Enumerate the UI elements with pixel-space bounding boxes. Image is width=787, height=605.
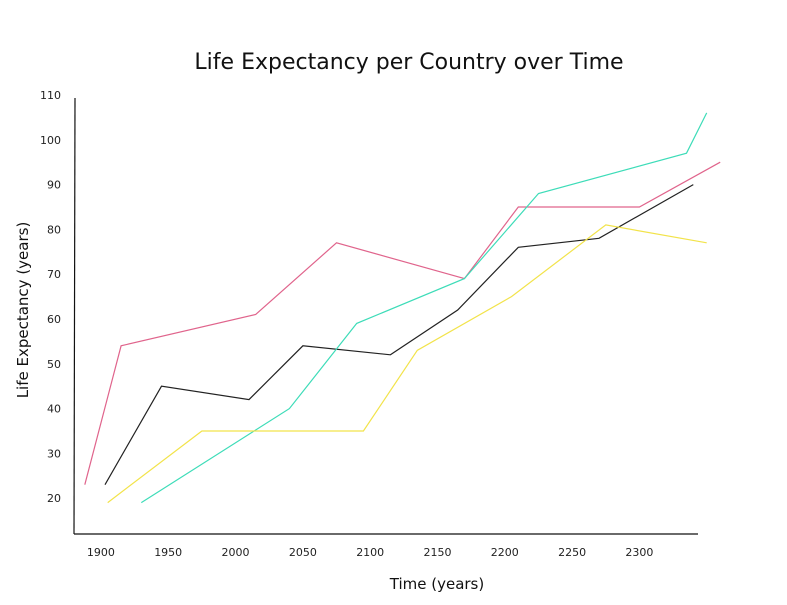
- y-tick-label: 90: [47, 179, 61, 192]
- x-tick-label: 2250: [558, 546, 586, 559]
- x-tick-labels: 1900 1950 2000 2050 2100 2150 2200 2250 2300: [87, 546, 654, 559]
- x-tick-label: 2150: [424, 546, 452, 559]
- y-tick-label: 50: [47, 358, 61, 371]
- x-axis-title: Time (years): [389, 575, 484, 593]
- x-tick-label: 1900: [87, 546, 115, 559]
- series-lines: [84, 112, 721, 504]
- x-tick-label: 2000: [222, 546, 250, 559]
- y-tick-labels: 20 30 40 50 60 70 80 90 100 110: [40, 89, 61, 505]
- series-line-3: [140, 112, 708, 504]
- y-tick-label: 80: [47, 223, 61, 236]
- y-tick-label: 20: [47, 492, 61, 505]
- series-line-4: [107, 224, 707, 504]
- y-tick-label: 40: [47, 403, 61, 416]
- chart-title: Life Expectancy per Country over Time: [194, 50, 623, 75]
- x-tick-label: 2300: [625, 546, 653, 559]
- y-axis-line: [73, 97, 76, 535]
- x-tick-label: 2050: [289, 546, 317, 559]
- x-tick-label: 1950: [154, 546, 182, 559]
- y-tick-label: 70: [47, 268, 61, 281]
- x-tick-label: 2200: [491, 546, 519, 559]
- y-tick-label: 100: [40, 134, 61, 147]
- y-tick-label: 110: [40, 89, 61, 102]
- y-axis-title: Life Expectancy (years): [14, 222, 32, 399]
- x-tick-label: 2100: [356, 546, 384, 559]
- series-line-2: [104, 184, 694, 485]
- y-tick-label: 30: [47, 447, 61, 460]
- series-line-1: [84, 161, 721, 485]
- y-tick-label: 60: [47, 313, 61, 326]
